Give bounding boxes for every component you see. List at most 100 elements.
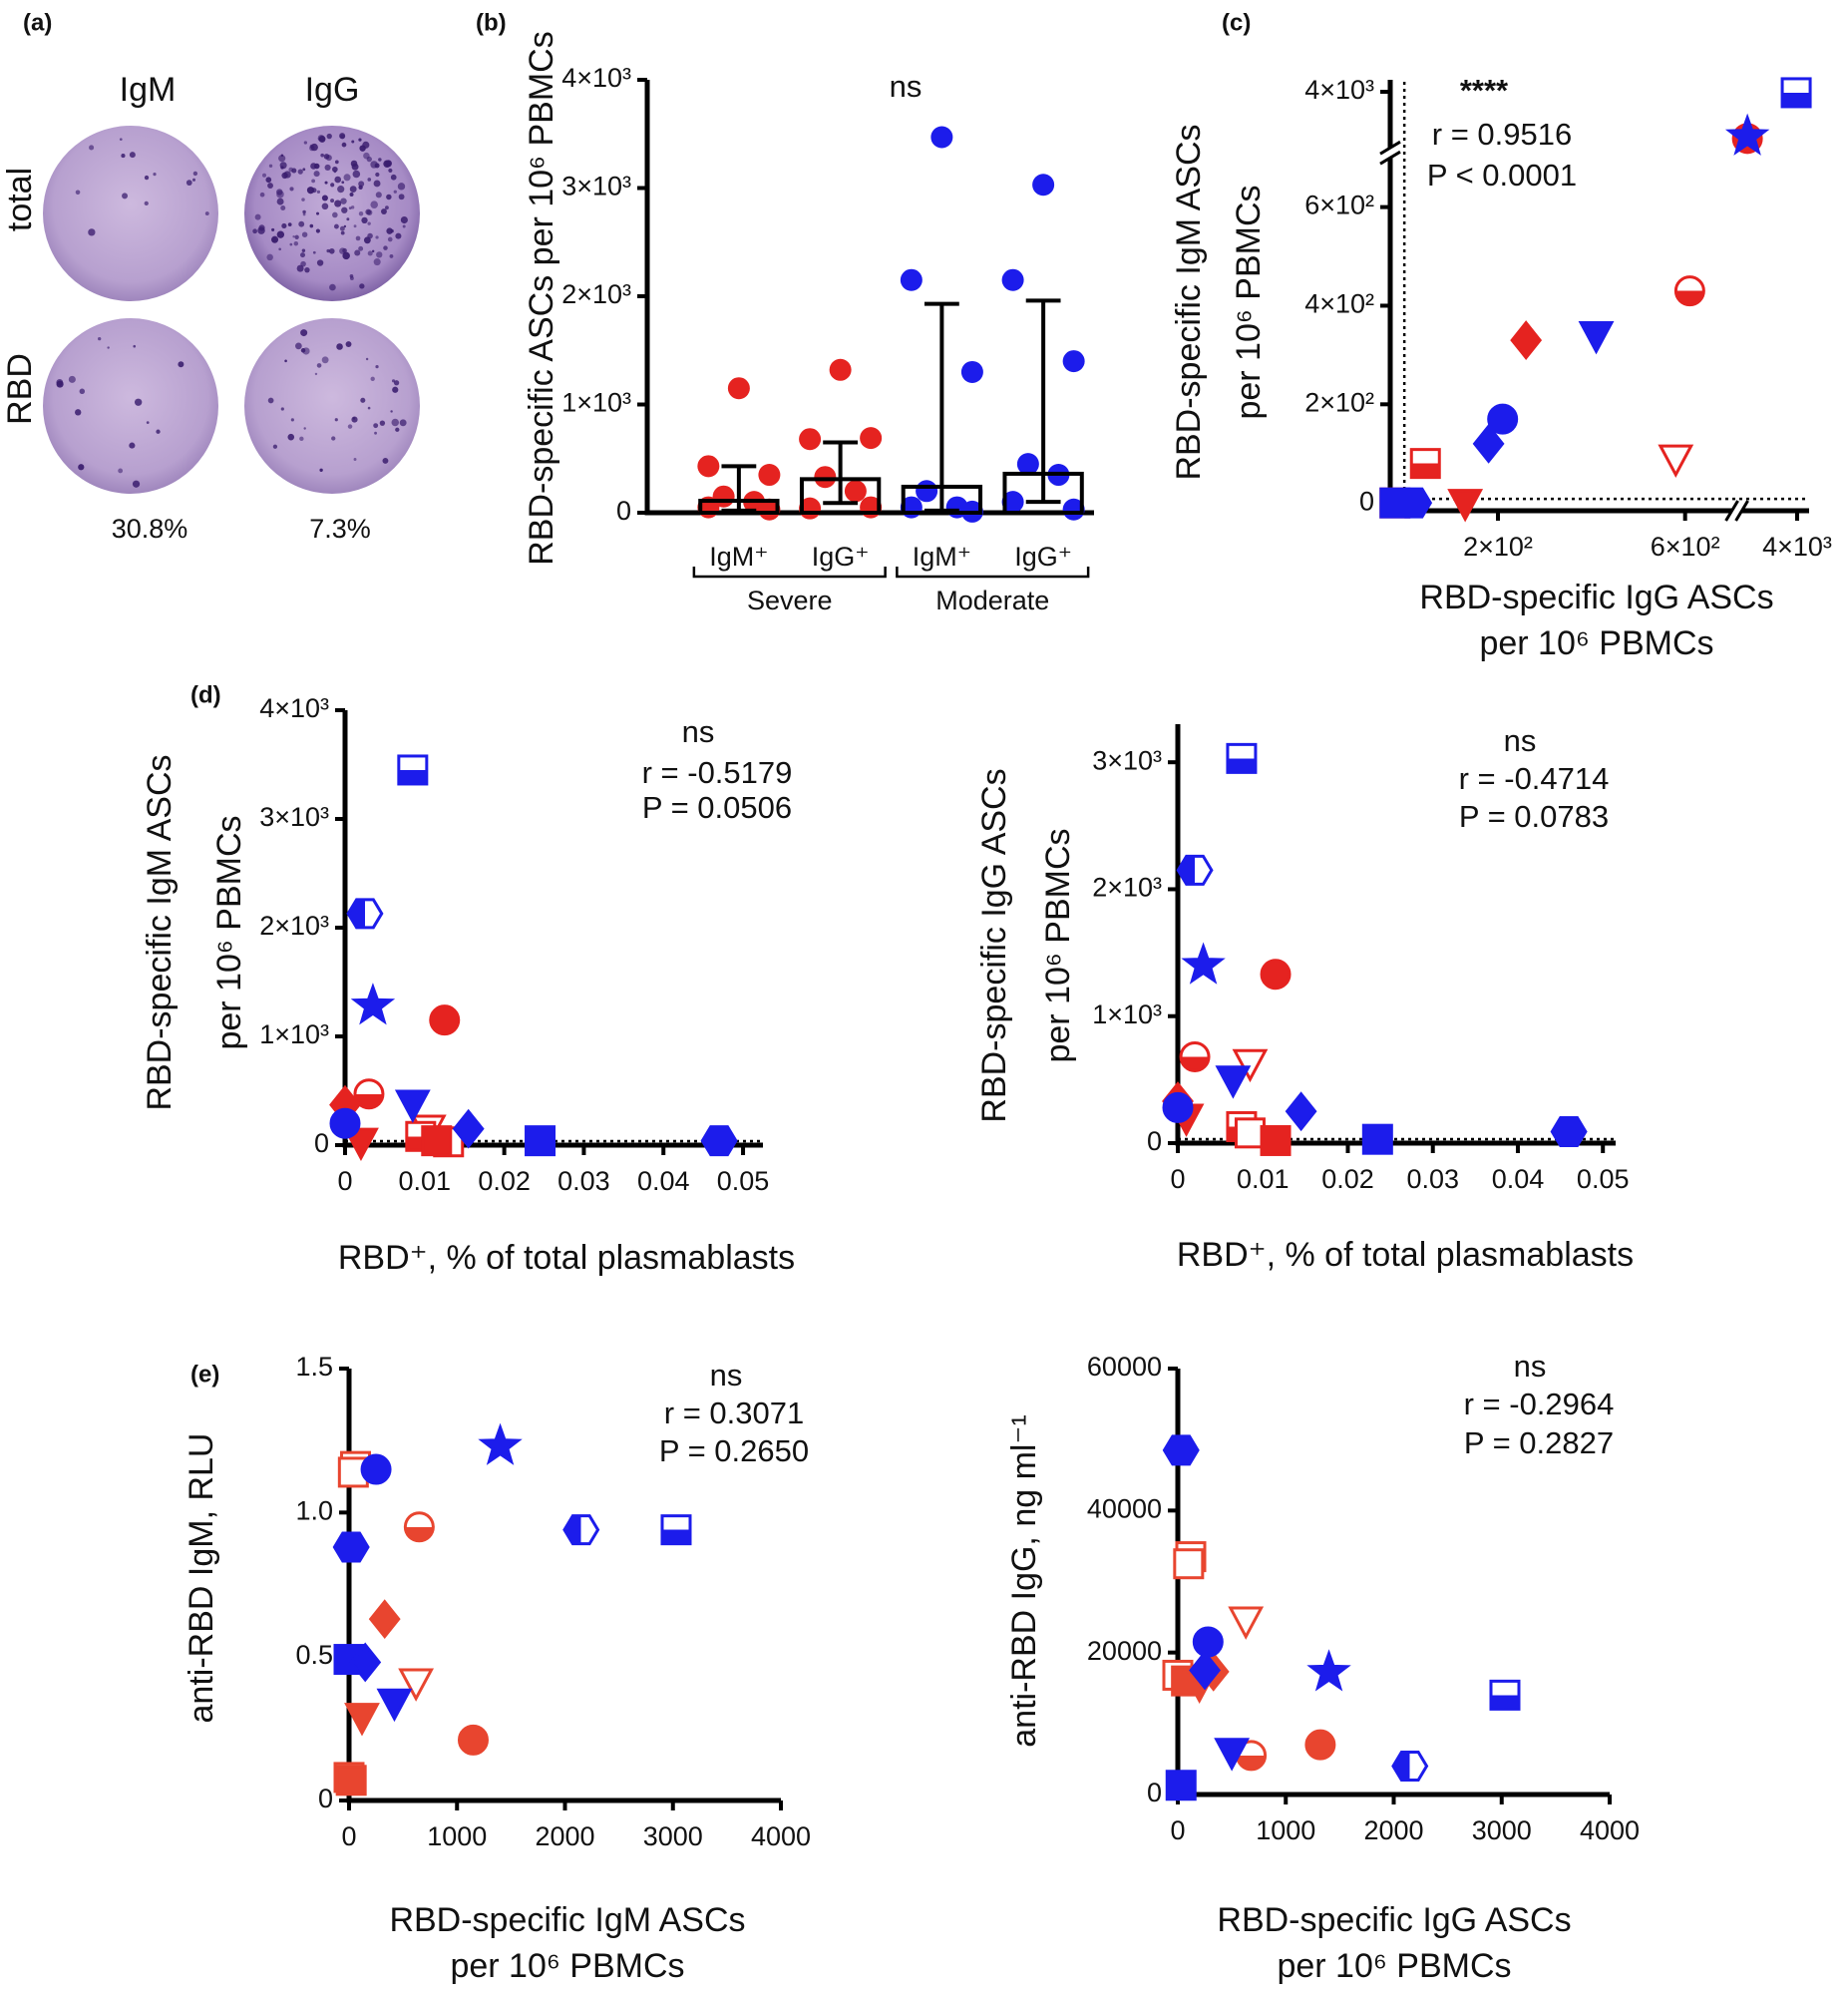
annotation: ns	[1514, 1349, 1547, 1384]
spot	[387, 236, 393, 242]
dot	[960, 360, 983, 383]
spot	[192, 171, 198, 177]
spot	[156, 429, 161, 434]
y-tick-label: 3×10³	[1092, 745, 1162, 775]
well	[244, 318, 420, 494]
error-high	[721, 464, 757, 502]
marker-circle	[353, 1078, 385, 1110]
annotation: ns	[682, 714, 715, 749]
marker-triangle	[1232, 1048, 1269, 1083]
spot	[280, 166, 284, 170]
spot	[316, 211, 320, 215]
marker-circle	[360, 1453, 392, 1485]
spot	[301, 198, 305, 201]
marker-square	[397, 754, 429, 786]
marker-circle	[329, 1107, 361, 1139]
spot	[390, 410, 393, 413]
x-tick-label: 2000	[535, 1821, 594, 1851]
marker-square	[1173, 1548, 1205, 1580]
y-axis-label: RBD-specific ASCs per 10⁶ PBMCs	[523, 31, 560, 565]
spot	[107, 346, 110, 349]
spot	[386, 194, 392, 200]
spot	[381, 208, 387, 214]
annotation: P = 0.0506	[642, 790, 792, 825]
spot	[268, 164, 273, 169]
spot	[375, 192, 382, 199]
spot	[373, 258, 381, 266]
marker-diamond	[452, 1108, 485, 1149]
spot	[271, 235, 279, 243]
spot	[259, 192, 265, 198]
y-tick-label: 3×10³	[259, 802, 329, 832]
x-tick-label: 0	[1170, 1164, 1185, 1194]
panel-label: (d)	[190, 681, 221, 708]
x-tick-label: 0.02	[1321, 1164, 1374, 1194]
marker-triangle	[1447, 489, 1484, 523]
marker-triangle	[394, 1089, 431, 1123]
spot	[331, 436, 336, 441]
category-label: IgG⁺	[812, 542, 870, 572]
x-tick-label: 2×10²	[1463, 532, 1533, 562]
spot	[375, 365, 379, 369]
spot	[290, 418, 294, 422]
spot	[303, 427, 306, 430]
dot	[900, 268, 923, 291]
well	[43, 126, 218, 301]
axis-break-gap	[1731, 505, 1742, 517]
group-bracket	[692, 567, 887, 579]
error-low	[924, 486, 959, 513]
panel-label: (e)	[190, 1361, 219, 1388]
spot	[367, 178, 372, 182]
y-tick-label: 1×10³	[561, 388, 631, 418]
x-axis-label: per 10⁶ PBMCs	[1277, 1947, 1511, 1985]
dot	[1062, 350, 1085, 373]
y-axis-label: RBD-specific IgM ASCs	[141, 754, 179, 1110]
spot	[324, 181, 328, 185]
dot	[930, 126, 953, 149]
y-axis-label: anti-RBD IgG, ng ml⁻¹	[1005, 1414, 1043, 1747]
axis-break	[1379, 140, 1401, 156]
spot	[388, 168, 393, 174]
spot	[254, 213, 261, 220]
dot	[727, 377, 750, 400]
spot	[349, 273, 354, 278]
marker-hexagon	[346, 898, 384, 930]
spot	[287, 433, 295, 441]
y-axis-label: RBD-specific IgG ASCs	[975, 768, 1013, 1122]
spot	[398, 194, 405, 200]
spot	[393, 380, 400, 386]
spot	[367, 250, 373, 256]
marker-circle	[1192, 1626, 1224, 1658]
spot	[382, 457, 389, 464]
marker-square	[1379, 487, 1411, 519]
spot	[301, 231, 308, 237]
y-tick-label: 1.5	[295, 1352, 333, 1382]
marker-circle	[429, 1004, 461, 1036]
spot	[265, 177, 272, 184]
spot	[311, 179, 316, 184]
spot	[330, 183, 335, 188]
spot	[352, 417, 356, 420]
spot	[326, 248, 330, 253]
spot	[280, 205, 286, 211]
annotation: ns	[710, 1358, 743, 1393]
y-tick-label: 1×10³	[259, 1019, 329, 1049]
spot	[134, 398, 143, 406]
x-tick-label: 2000	[1363, 1815, 1423, 1845]
spot	[343, 174, 351, 182]
spot	[370, 200, 378, 208]
error-high	[1025, 298, 1061, 474]
spot	[306, 187, 315, 195]
y-tick-label: 4×10²	[1304, 289, 1374, 319]
spot	[266, 253, 273, 261]
spot	[367, 221, 371, 225]
spot	[352, 170, 361, 179]
spot	[294, 234, 299, 239]
marker-triangle	[1658, 444, 1694, 478]
spot	[365, 357, 369, 361]
marker-triangle	[1215, 1065, 1252, 1099]
annotation: P = 0.0783	[1459, 799, 1609, 834]
spot	[309, 144, 314, 149]
spot	[389, 254, 394, 258]
y-tick-label: 20000	[1087, 1636, 1162, 1666]
